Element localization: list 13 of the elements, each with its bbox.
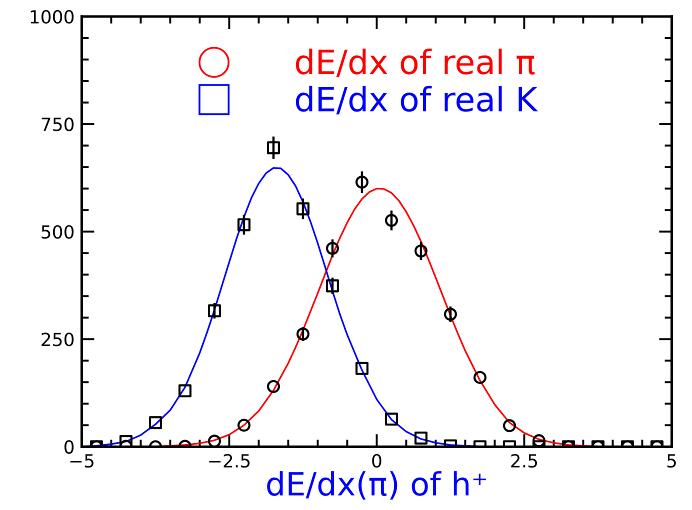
- legend-label: dE/dx of real K: [296, 86, 538, 114]
- x-tick-label: −5: [70, 454, 94, 468]
- x-tick-label: 0: [372, 454, 382, 468]
- x-tick-label: 2.5: [511, 454, 538, 468]
- x-tick-label: −2.5: [209, 454, 250, 468]
- y-tick-label: 0: [64, 440, 74, 454]
- y-tick-label: 750: [42, 118, 74, 132]
- y-tick-label: 500: [42, 225, 74, 239]
- y-tick-label: 250: [42, 332, 74, 346]
- legend-label: dE/dx of real π: [296, 48, 535, 78]
- x-tick-label: 5: [667, 454, 676, 468]
- y-tick-label: 1000: [30, 10, 74, 24]
- x-axis-title: dE/dx(π) of h⁺: [267, 471, 486, 500]
